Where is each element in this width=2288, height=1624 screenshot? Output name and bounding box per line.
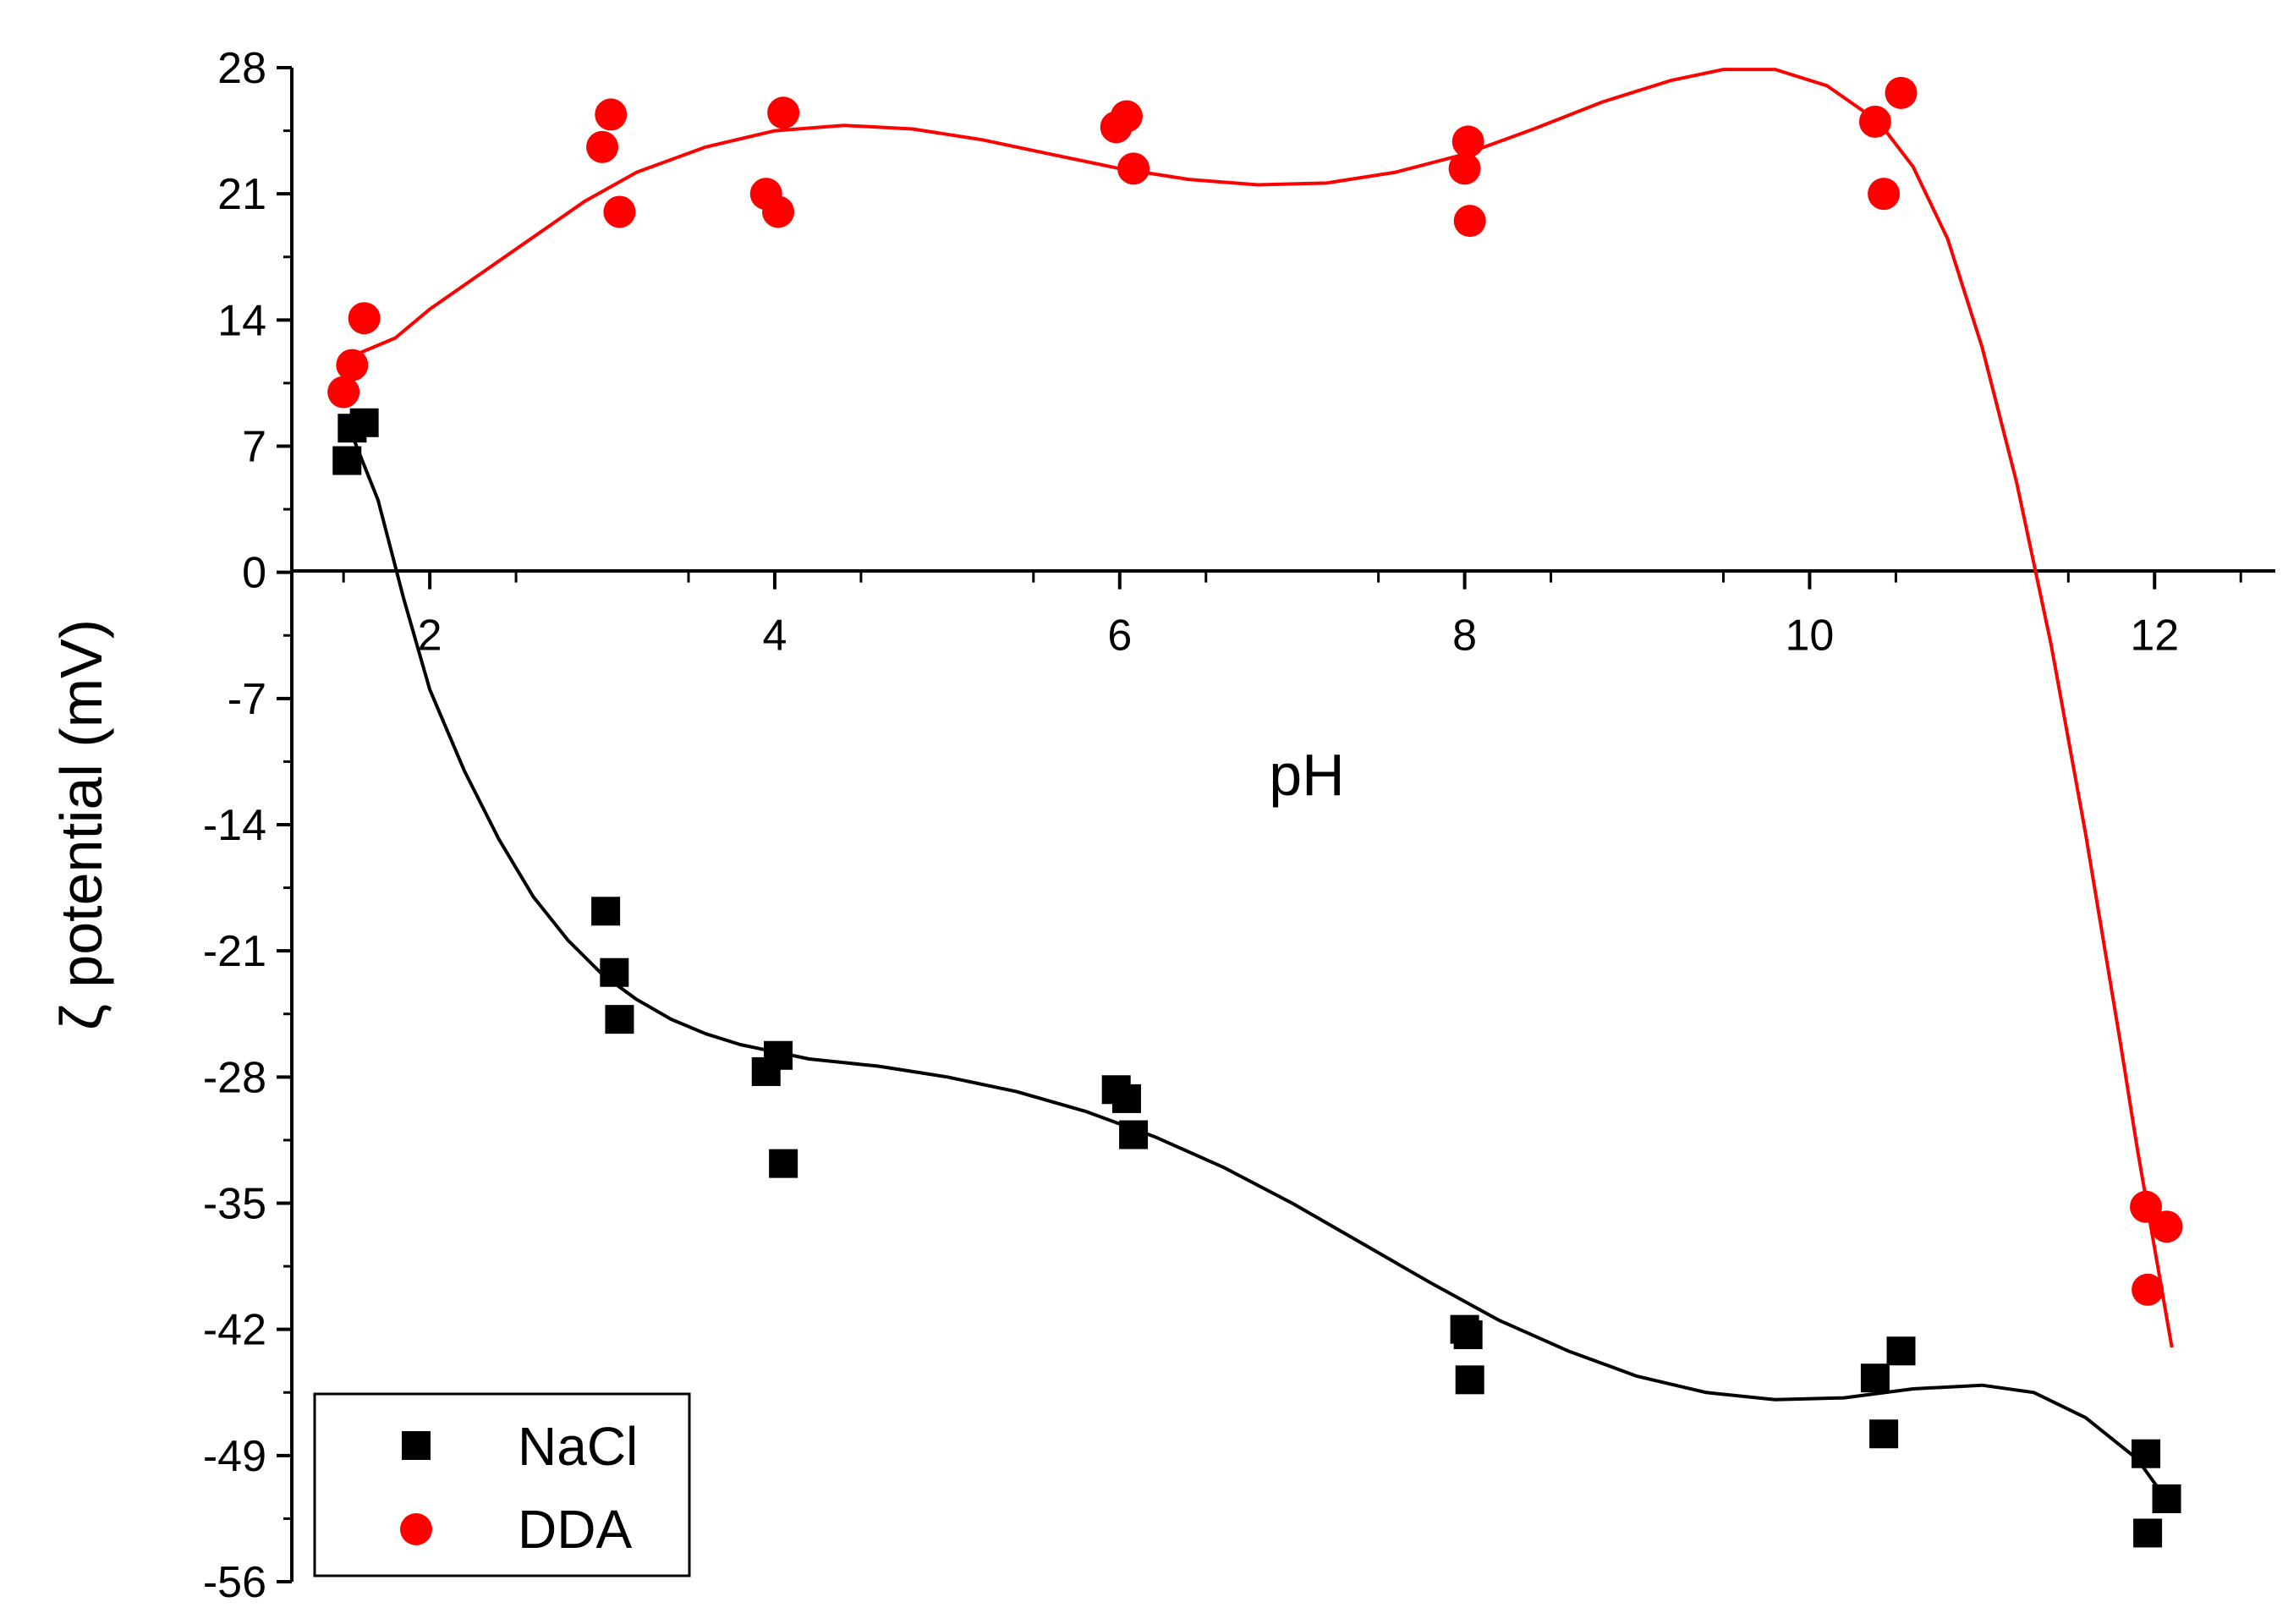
data-point-nacl (332, 446, 362, 475)
y-tick-label: -21 (203, 927, 266, 976)
fit-curves (350, 68, 2174, 1496)
data-point-dda (1885, 76, 1918, 109)
legend: NaCl DDA (313, 1392, 691, 1577)
x-tick-label: 10 (1786, 612, 1835, 661)
data-point-nacl (1886, 1336, 1916, 1366)
y-axis-title: ζ potential (mV) (48, 619, 114, 1030)
x-tick-label: 8 (1452, 612, 1477, 661)
x-tick-label: 4 (762, 612, 787, 661)
data-point-nacl (591, 897, 621, 926)
data-point-nacl (1111, 1084, 1141, 1113)
legend-label-nacl: NaCl (518, 1416, 638, 1477)
data-point-nacl (1119, 1120, 1149, 1149)
x-tick-label: 6 (1107, 612, 1132, 661)
y-ticks: 28 21 14 7 0 -7 -14 -21 -28 -35 -42 -49 -56 (203, 44, 292, 1607)
x-tick-label: 12 (2130, 612, 2179, 661)
y-tick-label: -49 (203, 1432, 266, 1481)
data-point-dda (327, 376, 360, 409)
y-tick-label: -14 (203, 801, 266, 850)
data-point-dda (1451, 125, 1484, 158)
data-point-nacl (764, 1040, 793, 1070)
data-point-nacl (1869, 1419, 1899, 1449)
data-point-dda (1117, 152, 1150, 185)
y-tick-label: 7 (242, 423, 266, 472)
y-tick-label: -35 (203, 1180, 266, 1229)
data-point-nacl (2132, 1439, 2161, 1468)
data-point-dda (2130, 1190, 2163, 1223)
data-point-dda (1448, 152, 1481, 185)
x-axis-title: pH (1269, 742, 1344, 808)
legend-marker-dda (400, 1513, 432, 1545)
data-point-dda (767, 96, 800, 129)
data-point-dda (336, 348, 369, 381)
data-point-nacl (1455, 1365, 1484, 1395)
y-tick-label: -7 (228, 675, 266, 724)
data-point-dda (348, 302, 381, 335)
fit-curve-dda (351, 68, 2174, 1348)
legend-label-dda: DDA (518, 1499, 632, 1560)
data-point-dda (762, 195, 795, 228)
data-point-dda (1110, 100, 1143, 133)
data-point-dda (595, 98, 628, 131)
y-tick-label: 28 (217, 44, 266, 93)
data-point-dda (1858, 105, 1891, 138)
y-tick-label: -28 (203, 1053, 266, 1102)
data-point-nacl (2133, 1518, 2163, 1548)
data-point-dda (586, 130, 619, 163)
data-point-nacl (2152, 1484, 2181, 1513)
data-point-nacl (349, 408, 379, 437)
y-tick-label: -42 (203, 1306, 266, 1355)
axes: 2 4 6 8 10 12 28 21 14 7 0 -7 -14 -21 -28 -35 -42 -49 -56 (203, 44, 2275, 1607)
data-point-dda (2150, 1210, 2183, 1243)
data-point-nacl (1860, 1363, 1890, 1393)
data-point-nacl (1453, 1320, 1483, 1350)
data-point-dda (2132, 1273, 2165, 1306)
data-markers (327, 76, 2183, 1548)
x-tick-label: 2 (418, 612, 442, 661)
data-point-nacl (605, 1005, 634, 1034)
data-point-dda (603, 195, 636, 228)
y-tick-label: -56 (203, 1558, 266, 1607)
legend-marker-nacl (402, 1431, 431, 1460)
y-tick-label: 0 (242, 549, 266, 598)
y-tick-label: 14 (217, 296, 266, 345)
data-point-dda (1868, 178, 1901, 211)
x-ticks: 2 4 6 8 10 12 (342, 572, 2242, 661)
legend-box (313, 1392, 691, 1577)
data-point-dda (1453, 205, 1486, 238)
fit-curve-nacl (350, 434, 2165, 1496)
data-point-nacl (600, 957, 629, 987)
data-point-nacl (769, 1149, 798, 1178)
y-tick-label: 21 (217, 170, 266, 219)
